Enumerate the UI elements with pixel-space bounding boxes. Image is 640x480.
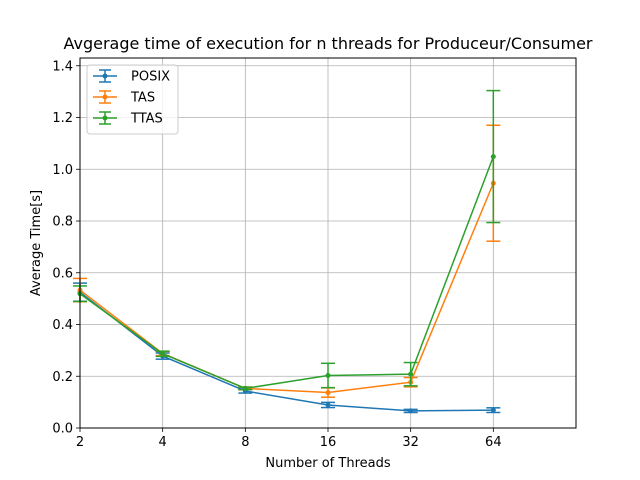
data-point xyxy=(160,351,166,357)
data-point xyxy=(325,390,331,396)
x-axis-label: Number of Threads xyxy=(265,456,390,471)
y-tick-label: 1.0 xyxy=(52,163,73,178)
x-tick-label: 32 xyxy=(402,435,419,450)
data-point xyxy=(408,371,414,377)
series-line xyxy=(79,291,494,412)
y-tick-label: 0.6 xyxy=(52,266,73,281)
y-tick-label: 0.2 xyxy=(52,370,73,385)
legend-label: TAS xyxy=(130,91,155,106)
y-tick-label: 1.2 xyxy=(52,111,73,126)
x-tick-label: 4 xyxy=(159,435,167,450)
legend-item-ttas: TTAS xyxy=(93,111,163,127)
y-tick-label: 0.0 xyxy=(52,422,73,437)
legend-item-posix: POSIX xyxy=(93,69,170,85)
legend-label: POSIX xyxy=(131,70,170,85)
x-tick-label: 8 xyxy=(241,435,249,450)
legend: POSIX TAS TTAS xyxy=(86,64,179,135)
y-tick-label: 0.8 xyxy=(52,215,73,230)
data-point xyxy=(325,402,331,408)
x-tick-label: 16 xyxy=(320,435,337,450)
y-axis-label: Average Time[s] xyxy=(29,190,44,296)
legend-item-tas: TAS xyxy=(93,90,155,106)
data-point xyxy=(408,408,414,414)
data-point xyxy=(242,385,248,391)
series-ttas xyxy=(73,89,501,391)
chart-title: Avgerage time of execution for n threads… xyxy=(63,34,592,53)
legend-marker xyxy=(102,115,108,121)
x-tick-label: 2 xyxy=(76,435,84,450)
legend-marker xyxy=(102,73,108,79)
x-tick-label: 64 xyxy=(485,435,502,450)
y-tick-label: 1.4 xyxy=(52,59,73,74)
y-axis-ticks: 0.0 0.2 0.4 0.6 0.8 1.0 1.2 1.4 xyxy=(52,59,80,437)
x-axis-ticks: 2 4 8 16 32 64 xyxy=(76,428,502,450)
data-point xyxy=(325,372,331,378)
legend-marker xyxy=(102,94,108,100)
series-layer xyxy=(73,89,501,414)
series-line xyxy=(79,156,495,390)
y-tick-label: 0.4 xyxy=(52,318,73,333)
legend-label: TTAS xyxy=(130,112,163,127)
data-point xyxy=(490,407,496,413)
data-point xyxy=(490,154,496,160)
